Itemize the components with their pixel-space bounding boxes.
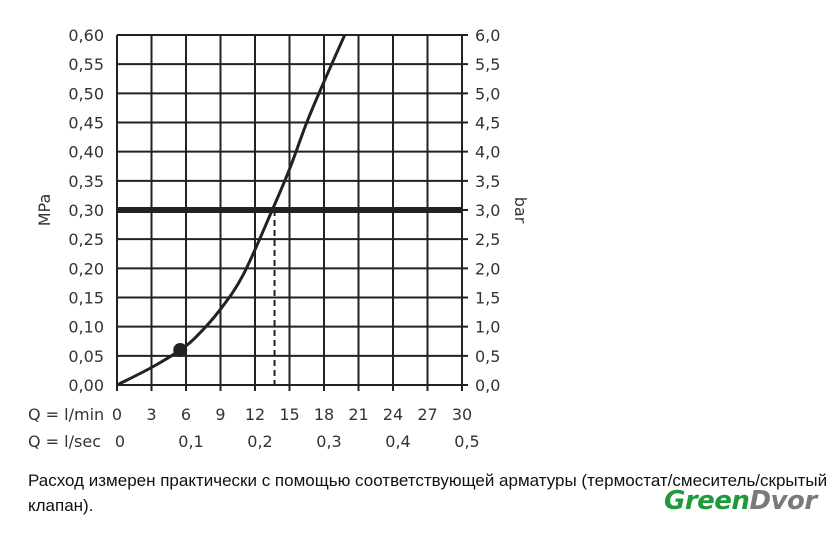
- x2-tick-label: 0,1: [178, 432, 203, 451]
- x2-tick-label: 0,5: [454, 432, 479, 451]
- x-tick-label: 24: [383, 405, 403, 424]
- y-tick-label: 0,55: [68, 55, 104, 74]
- y-tick-label: 0,00: [68, 376, 104, 395]
- x-tick-label: 30: [452, 405, 472, 424]
- pressure-flow-chart: 0,00 0,00,05 0,50,10 1,00,15 1,50,20 2,00,25 2…: [28, 26, 530, 451]
- y-right-tick-label: 2,5: [475, 230, 500, 249]
- caption: Расход измерен практически с помощью соо…: [28, 471, 828, 515]
- x-tick-label: 27: [417, 405, 437, 424]
- logo-green: Green: [664, 486, 750, 516]
- y-tick-label: 0,50: [68, 84, 104, 103]
- x-tick-label: 12: [245, 405, 265, 424]
- y-tick-label: 0,10: [68, 318, 104, 337]
- y-right-tick-label: 4,0: [475, 143, 500, 162]
- y-right-tick-label: 4,5: [475, 114, 500, 133]
- x2-tick-label: 0: [115, 432, 125, 451]
- y-tick-label: 0,40: [68, 143, 104, 162]
- x-axis-label-lmin: Q = l/min: [28, 405, 104, 424]
- x2-tick-label: 0,4: [385, 432, 410, 451]
- watermark-logo: GreenDvor: [664, 486, 817, 516]
- x-axis-label-lsec: Q = l/sec: [28, 432, 101, 451]
- y-tick-label: 0,05: [68, 347, 104, 366]
- marker-point: [173, 343, 188, 357]
- y-right-tick-label: 0,5: [475, 347, 500, 366]
- y-right-tick-label: 1,5: [475, 289, 500, 308]
- x-tick-label: 6: [181, 405, 191, 424]
- y-right-tick-label: 3,5: [475, 172, 500, 191]
- y-tick-label: 0,45: [68, 114, 104, 133]
- y-axis-label-left: MPa: [35, 194, 54, 227]
- y-tick-label: 0,25: [68, 230, 104, 249]
- flow-curve: [116, 34, 347, 387]
- y-right-tick-label: 6,0: [475, 26, 500, 45]
- x2-tick-label: 0,2: [247, 432, 272, 451]
- y-tick-label: 0,60: [68, 26, 104, 45]
- x-tick-label: 9: [215, 405, 225, 424]
- y-tick-label: 0,35: [68, 172, 104, 191]
- x-tick-label: 15: [279, 405, 299, 424]
- y-right-tick-label: 3,0: [475, 201, 500, 220]
- y-tick-label: 0,15: [68, 289, 104, 308]
- y-tick-label: 0,20: [68, 259, 104, 278]
- logo-gray: Dvor: [749, 486, 817, 516]
- y-right-tick-label: 1,0: [475, 318, 500, 337]
- y-axis-label-right: bar: [511, 197, 530, 224]
- y-right-tick-label: 5,0: [475, 84, 500, 103]
- y-right-tick-label: 2,0: [475, 259, 500, 278]
- y-tick-label: 0,30: [68, 201, 104, 220]
- x-tick-label: 18: [314, 405, 334, 424]
- x-tick-label: 21: [348, 405, 368, 424]
- y-right-tick-label: 5,5: [475, 55, 500, 74]
- y-right-tick-label: 0,0: [475, 376, 500, 395]
- x-tick-label: 3: [146, 405, 156, 424]
- x2-tick-label: 0,3: [316, 432, 341, 451]
- x-tick-label: 0: [112, 405, 122, 424]
